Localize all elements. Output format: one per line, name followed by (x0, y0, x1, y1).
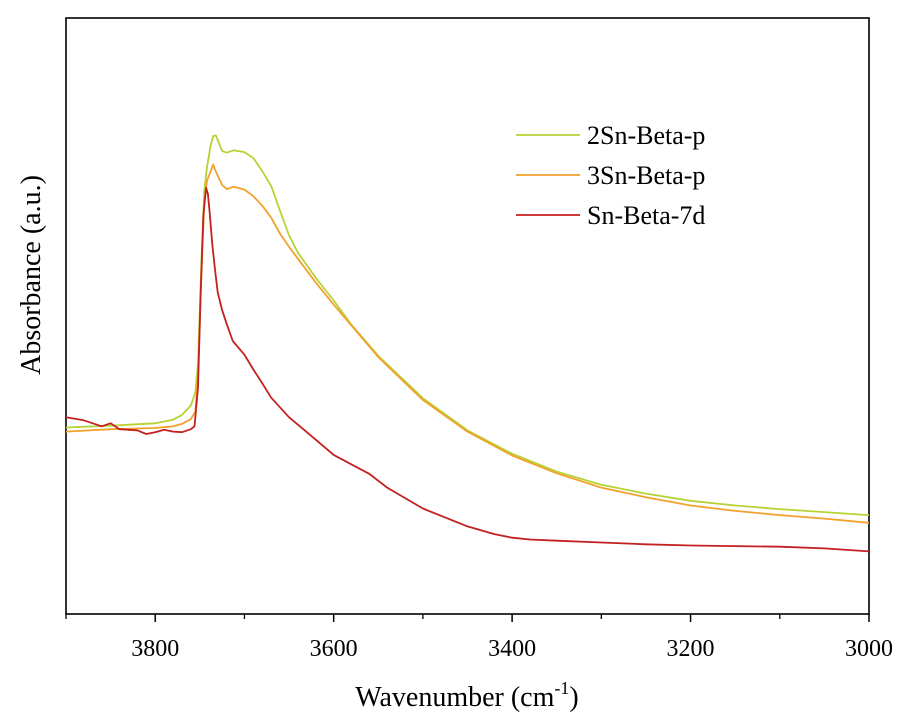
plot-area (65, 17, 870, 615)
x-axis-ticks: 3800 3600 3400 3200 3000 (65, 614, 893, 662)
series-line-2sn-beta-p (65, 134, 870, 516)
x-tick-label: 3400 (488, 636, 536, 662)
legend-label: Sn-Beta-7d (587, 201, 705, 230)
series-line-3sn-beta-p (65, 163, 870, 524)
plot-frame (65, 17, 870, 615)
x-tick-label: 3800 (131, 636, 179, 662)
series-line-sn-beta-7d (65, 187, 870, 553)
y-axis-title: Absorbance (a.u.) (16, 175, 47, 375)
x-axis-title: Wavenumber (cm-1) (355, 678, 578, 713)
series-lines (65, 134, 870, 553)
x-tick-label: 3200 (667, 636, 715, 662)
x-tick-label: 3600 (310, 636, 358, 662)
legend-label: 3Sn-Beta-p (587, 161, 705, 190)
legend: 2Sn-Beta-p 3Sn-Beta-p Sn-Beta-7d (516, 121, 705, 230)
x-tick-label: 3000 (845, 636, 893, 662)
legend-label: 2Sn-Beta-p (587, 121, 705, 150)
